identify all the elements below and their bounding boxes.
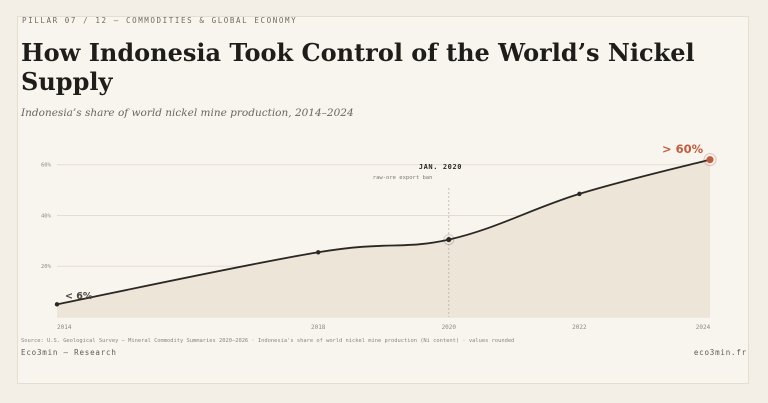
x-tick-label: 2022 [572, 324, 587, 331]
x-tick-label: 2020 [442, 324, 457, 331]
x-tick-label: 2024 [696, 324, 711, 331]
data-point [54, 302, 60, 307]
eyebrow-label: PILLAR 07 / 12 — COMMODITIES & GLOBAL EC… [22, 16, 298, 25]
data-point [316, 250, 321, 255]
start-value-label: < 6% [65, 291, 93, 302]
y-tick-label: 40% [41, 213, 52, 219]
data-point [446, 236, 452, 243]
event-title: JAN. 2020 [419, 163, 462, 171]
end-point-halo [703, 153, 717, 167]
event-subtitle: raw-ore export ban [373, 175, 433, 181]
area-fill [57, 159, 710, 317]
footer-website: eco3min.fr [693, 348, 747, 357]
footer-brand: Eco3min — Research [21, 348, 117, 357]
series-line [56, 158, 711, 306]
chart-subtitle: Indonesia’s share of world nickel mine p… [21, 107, 354, 119]
data-point-end [706, 156, 714, 164]
source-note: Source: U.S. Geological Survey — Mineral… [21, 338, 515, 344]
y-tick-label: 60% [41, 163, 52, 169]
event-point-halo [443, 234, 455, 246]
x-tick-label: 2014 [57, 324, 72, 331]
page-title: How Indonesia Took Control of the World’… [21, 38, 695, 96]
y-tick-label: 20% [41, 264, 52, 270]
x-tick-label: 2018 [311, 324, 326, 331]
data-point [577, 191, 582, 197]
end-value-label: > 60% [662, 142, 704, 156]
